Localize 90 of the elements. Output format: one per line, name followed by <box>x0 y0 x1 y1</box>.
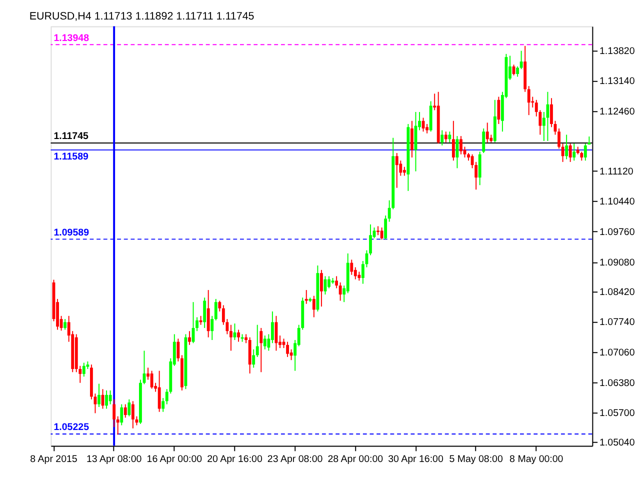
candlestick <box>478 151 482 186</box>
candlestick <box>558 128 560 150</box>
candlestick <box>354 266 357 280</box>
candlestick <box>230 324 232 352</box>
candlestick <box>448 131 452 143</box>
candlestick <box>112 398 116 428</box>
ref-line-label: 1.11589 <box>54 152 90 163</box>
candlestick <box>98 383 100 408</box>
x-tick-label: 16 Apr 00:00 <box>146 454 203 465</box>
ref-line-label: 1.05225 <box>54 422 90 434</box>
candlestick <box>497 96 500 124</box>
candlestick <box>188 330 191 346</box>
candlestick <box>162 398 165 412</box>
ref-line-label: 1.09589 <box>54 227 90 238</box>
candlestick <box>158 370 161 412</box>
candlestick <box>105 390 108 410</box>
candlestick <box>131 400 134 429</box>
candlestick <box>210 315 214 340</box>
candlestick <box>176 338 180 362</box>
candlestick <box>520 50 523 70</box>
candlestick <box>108 390 112 405</box>
candlestick <box>550 98 553 128</box>
candlestick <box>350 259 354 276</box>
candlestick <box>237 329 240 342</box>
candlestick <box>124 404 127 418</box>
candlestick <box>527 86 530 116</box>
y-tick-label: 1.07740 <box>600 317 636 328</box>
candlestick <box>456 136 459 169</box>
y-tick-label: 1.13140 <box>600 76 636 88</box>
candlestick <box>516 66 519 78</box>
y-tick-label: 1.13820 <box>600 46 636 57</box>
x-tick-label: 23 Apr 08:00 <box>267 454 324 465</box>
candlestick <box>546 91 550 142</box>
x-tick-label: 20 Apr 16:00 <box>207 454 263 465</box>
y-tick-label: 1.08420 <box>600 286 636 298</box>
ref-line-label: 1.11745 <box>54 131 90 142</box>
candlestick <box>270 310 274 344</box>
candlestick <box>460 136 462 155</box>
candlestick <box>252 348 256 368</box>
x-tick-label: 8 May 00:00 <box>510 454 564 465</box>
candlestick <box>82 362 86 378</box>
candlestick <box>486 122 489 143</box>
candlestick <box>196 316 198 332</box>
x-tick-label: 5 May 08:00 <box>449 454 504 465</box>
candlestick <box>584 143 587 162</box>
y-tick-label: 1.05040 <box>600 438 636 449</box>
candlestick <box>120 404 124 426</box>
candlestick <box>572 143 576 162</box>
candlestick <box>395 152 398 188</box>
candlestick <box>565 134 568 160</box>
candlestick <box>263 335 266 350</box>
candlestick <box>410 120 414 158</box>
y-tick-label: 1.09080 <box>600 257 636 268</box>
y-tick-label: 1.05700 <box>600 408 636 420</box>
candlestick <box>206 290 210 338</box>
candlestick <box>286 341 289 358</box>
candlestick <box>384 215 388 240</box>
candlestick <box>128 398 131 417</box>
candlestick <box>256 324 259 358</box>
candlestick <box>218 300 222 312</box>
candlestick <box>369 224 372 256</box>
y-tick-label: 1.11120 <box>600 166 634 178</box>
candlestick <box>260 327 263 373</box>
x-tick-label: 28 Apr 00:00 <box>328 454 384 465</box>
candlestick <box>452 120 455 162</box>
candlestick <box>482 128 486 154</box>
y-tick-label: 1.10440 <box>600 196 636 208</box>
candlestick <box>290 348 293 361</box>
candlestick <box>568 143 572 162</box>
candlestick <box>64 318 67 330</box>
x-tick-label: 13 Apr 08:00 <box>86 454 142 465</box>
candlestick <box>380 227 384 240</box>
y-tick-label: 1.12460 <box>600 106 636 118</box>
chart-title: EURUSD,H4 1.11713 1.11892 1.11711 1.11745 <box>29 10 254 22</box>
ref-line-label: 1.13948 <box>54 32 90 44</box>
candlestick <box>338 282 342 302</box>
candlestick <box>320 269 323 308</box>
y-tick-label: 1.06380 <box>600 378 636 389</box>
candlestick <box>214 298 218 321</box>
candlestick <box>116 416 120 436</box>
candlestick <box>203 297 206 328</box>
candlestick <box>335 276 338 289</box>
candlestick <box>444 131 448 143</box>
x-tick-label: 30 Apr 16:00 <box>388 454 444 465</box>
x-tick-label: 8 Apr 2015 <box>30 454 78 465</box>
candlestick <box>312 295 316 318</box>
candlestick <box>328 276 330 289</box>
candlestick <box>440 130 444 146</box>
y-tick-label: 1.09760 <box>600 226 636 238</box>
y-tick-label: 1.07060 <box>600 347 636 358</box>
